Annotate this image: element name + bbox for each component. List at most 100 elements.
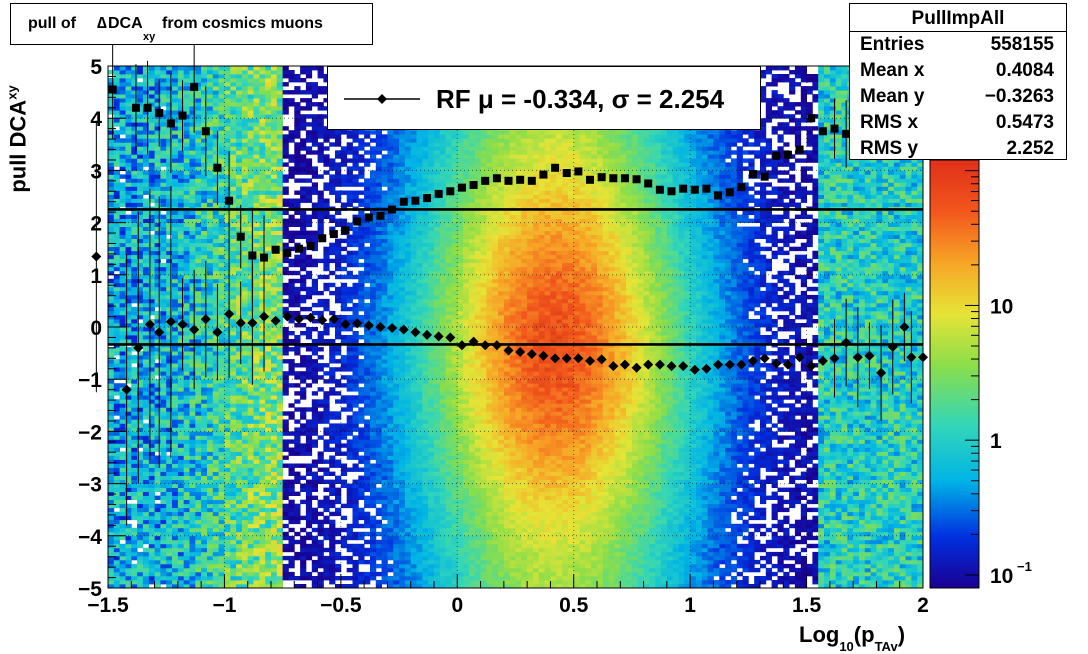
rms-point (306, 242, 315, 251)
x-tick-label: −0.5 (320, 594, 362, 617)
y-tick-label: −2 (78, 421, 102, 444)
rms-point (271, 245, 280, 254)
rms-point (644, 179, 653, 188)
rms-point (423, 194, 432, 203)
y-tick-label: 0 (90, 317, 102, 340)
mean-point (317, 315, 328, 326)
mean-point (689, 364, 700, 375)
mean-point (678, 361, 689, 372)
mean-point (573, 353, 584, 364)
mean-point (410, 327, 421, 338)
mean-point (422, 329, 433, 340)
rms-point (620, 174, 629, 183)
mean-point (200, 314, 211, 325)
mean-point (433, 331, 444, 342)
mean-point (829, 353, 840, 364)
rms-point (795, 145, 804, 154)
stats-title: PullImpAll (850, 4, 1066, 32)
rms-point (609, 174, 618, 183)
rms-point (749, 170, 758, 179)
mean-point (550, 353, 561, 364)
mean-point (468, 336, 479, 347)
mean-point (293, 314, 304, 325)
mean-point (561, 353, 572, 364)
rms-point (213, 163, 222, 172)
mean-point (841, 337, 852, 348)
mean-point (480, 340, 491, 351)
rms-point (399, 197, 408, 206)
y-tick-label: 2 (90, 213, 102, 236)
mean-point (154, 327, 165, 338)
x-tick-label: −1.5 (87, 594, 129, 617)
x-tick-label: 2 (917, 594, 929, 617)
stats-box: PullImpAll Entries 558155 Mean x 0.4084 … (849, 3, 1067, 160)
mean-point (608, 361, 619, 372)
mean-point (643, 359, 654, 370)
grid (108, 66, 923, 588)
title-main: DCA (108, 15, 143, 32)
mean-point (305, 312, 316, 323)
z-tick-label: 10 (990, 295, 1013, 318)
rms-point (504, 176, 513, 185)
stat-label: RMS y (860, 138, 919, 159)
mean-point (491, 340, 502, 351)
mean-point (759, 353, 770, 364)
mean-point (91, 251, 102, 262)
rms-point (725, 188, 734, 197)
color-palette (930, 160, 979, 588)
data-points (91, 40, 928, 526)
rms-point (457, 183, 466, 192)
mean-point (328, 314, 339, 325)
stat-row: RMS y 2.252 (860, 138, 1054, 164)
mean-point (282, 311, 293, 322)
mean-point (526, 349, 537, 360)
mean-point (352, 318, 363, 329)
rms-point (155, 108, 164, 117)
rms-point (597, 173, 606, 182)
mean-point (165, 316, 176, 327)
x-tick-label: 1 (684, 594, 696, 617)
rms-point (562, 169, 571, 178)
mean-point (887, 341, 898, 352)
mean-point (794, 352, 805, 363)
color-palette-frame (929, 159, 980, 589)
rms-point (294, 244, 303, 253)
mean-point (515, 347, 526, 358)
z-axis: 10 1 10 −1 (965, 170, 1032, 588)
stat-row: Mean y −0.3263 (860, 86, 1054, 112)
title-sub: xy (143, 31, 156, 43)
x-title-open: (p (853, 622, 875, 647)
mean-point (666, 361, 677, 372)
mean-point (596, 354, 607, 365)
stat-value: 0.4084 (995, 60, 1054, 81)
mean-point (782, 359, 793, 370)
stat-value: −0.3263 (984, 86, 1054, 107)
reference-lines (108, 208, 923, 346)
x-title-close: ) (897, 622, 906, 647)
stat-value: 558155 (990, 34, 1054, 55)
y-title-sub: xy (4, 85, 20, 100)
mean-point (133, 342, 144, 353)
stat-label: Entries (860, 34, 925, 55)
rms-point (667, 187, 676, 196)
rms-point (166, 119, 175, 128)
rms-point (760, 172, 769, 181)
rms-point (283, 248, 292, 257)
rms-point (632, 175, 641, 184)
x-axis-title: Log10(pTAv) (799, 622, 906, 654)
stat-row: Mean x 0.4084 (860, 60, 1054, 86)
rms-point (341, 226, 350, 235)
rms-point (655, 185, 664, 194)
rms-point (248, 251, 257, 260)
mean-point (538, 350, 549, 361)
mean-point (445, 332, 456, 343)
rms-point (388, 205, 397, 214)
mean-point (748, 355, 759, 366)
rms-point (260, 253, 269, 262)
rms-point (434, 189, 443, 198)
rms-point (364, 213, 373, 222)
mean-point (189, 324, 200, 335)
mean-point (375, 322, 386, 332)
rms-point (527, 176, 536, 185)
